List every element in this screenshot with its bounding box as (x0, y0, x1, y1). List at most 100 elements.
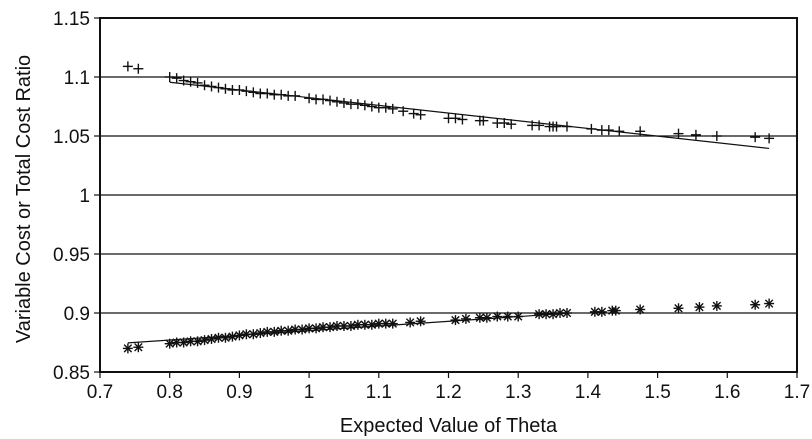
plus-marker (164, 72, 175, 82)
x-tick-label: 1.7 (784, 382, 810, 403)
asterisk-marker (178, 337, 189, 348)
data-points (122, 61, 775, 354)
plus-marker (750, 132, 761, 143)
plus-marker (220, 83, 231, 94)
plus-marker (352, 99, 363, 110)
asterisk-marker (380, 318, 391, 329)
plus-marker (276, 89, 287, 100)
asterisk-marker (206, 333, 217, 344)
asterisk-marker (415, 316, 426, 327)
asterisk-marker (133, 342, 144, 353)
asterisk-marker (450, 315, 461, 326)
x-tick-label: 1.4 (575, 382, 602, 403)
plus-marker (764, 133, 775, 144)
plus-marker (325, 95, 336, 106)
asterisk-marker (673, 303, 684, 314)
x-tick-label: 1 (304, 382, 315, 403)
plus-marker (234, 84, 245, 95)
asterisk-marker (269, 326, 280, 337)
plus-marker (171, 73, 182, 84)
plus-marker (380, 102, 391, 113)
x-tick-label: 1.1 (366, 382, 392, 403)
plus-marker (241, 86, 252, 97)
asterisk-marker (694, 302, 705, 313)
x-tick-labels: 0.7 0.8 0.9 1 1.1 1.2 1.3 1.4 1.5 1.6 1.7 (87, 372, 810, 403)
plus-marker (192, 77, 203, 88)
plus-marker (398, 106, 409, 117)
plus-marker (318, 94, 329, 105)
asterisk-marker (234, 330, 245, 341)
plus-marker (338, 97, 349, 108)
plus-marker (690, 129, 701, 140)
asterisk-marker (481, 312, 492, 323)
plus-marker (561, 121, 572, 132)
plus-marker (213, 82, 224, 93)
plus-marker (262, 88, 273, 99)
plus-marker (635, 126, 646, 137)
plus-marker (614, 126, 625, 137)
y-tick-label: 1.1 (64, 68, 90, 89)
plus-marker (534, 120, 545, 131)
plus-marker (415, 109, 426, 120)
asterisk-marker (283, 325, 294, 336)
asterisk-marker (502, 311, 513, 322)
y-tick-label: 0.95 (53, 245, 90, 266)
x-tick-label: 0.8 (156, 382, 182, 403)
asterisk-marker (185, 336, 196, 347)
y-tick-label: 1 (79, 186, 90, 207)
y-tick-label: 0.85 (53, 363, 90, 384)
x-tick-label: 0.7 (87, 382, 113, 403)
asterisk-marker (192, 336, 203, 347)
asterisk-marker (635, 304, 646, 315)
plus-marker (499, 118, 510, 129)
asterisk-marker (555, 308, 566, 318)
plus-marker (586, 123, 597, 134)
plus-marker (673, 128, 684, 139)
x-axis-title: Expected Value of Theta (340, 415, 558, 437)
asterisk-marker (460, 313, 471, 324)
plus-marker (331, 96, 342, 107)
asterisk-marker (561, 308, 572, 318)
x-tick-label: 1.3 (505, 382, 531, 403)
plus-marker (290, 90, 301, 101)
asterisk-marker (596, 306, 607, 317)
y-axis-title: Variable Cost or Total Cost Ratio (13, 55, 35, 343)
asterisk-marker (405, 317, 416, 328)
x-tick-label: 0.9 (226, 382, 252, 403)
plus-marker (711, 131, 722, 141)
asterisk-marker (492, 311, 503, 322)
plus-marker (185, 76, 196, 87)
asterisk-marker (255, 328, 266, 339)
asterisk-marker (227, 331, 238, 342)
asterisk-marker (387, 318, 398, 329)
y-tick-label: 1.15 (53, 9, 90, 30)
plus-marker (457, 114, 468, 125)
asterisk-marker (248, 329, 259, 340)
plus-marker (408, 108, 419, 119)
plus-marker (178, 75, 189, 86)
gridlines (100, 17, 797, 373)
y-tick-labels: 0.85 0.9 0.95 1 1.05 1.1 1.15 (53, 9, 100, 384)
x-tick-label: 1.2 (435, 382, 461, 403)
x-tick-label: 1.5 (644, 382, 670, 403)
asterisk-marker (276, 325, 287, 336)
y-tick-label: 1.05 (53, 127, 90, 148)
plus-marker (603, 125, 614, 136)
asterisk-marker (338, 320, 349, 331)
asterisk-marker (366, 319, 377, 330)
plus-marker (478, 115, 489, 126)
asterisk-marker (199, 335, 210, 346)
plus-marker (304, 93, 315, 104)
asterisk-marker (325, 322, 336, 333)
plus-marker (133, 63, 144, 74)
plus-marker (450, 113, 461, 124)
asterisk-marker (610, 305, 621, 316)
plus-marker (206, 81, 217, 92)
y-tick-label: 0.9 (64, 304, 90, 325)
plus-marker (199, 80, 210, 91)
plus-marker (506, 119, 517, 130)
asterisk-marker (297, 324, 308, 335)
asterisk-marker (764, 298, 775, 309)
plus-marker (122, 61, 133, 72)
